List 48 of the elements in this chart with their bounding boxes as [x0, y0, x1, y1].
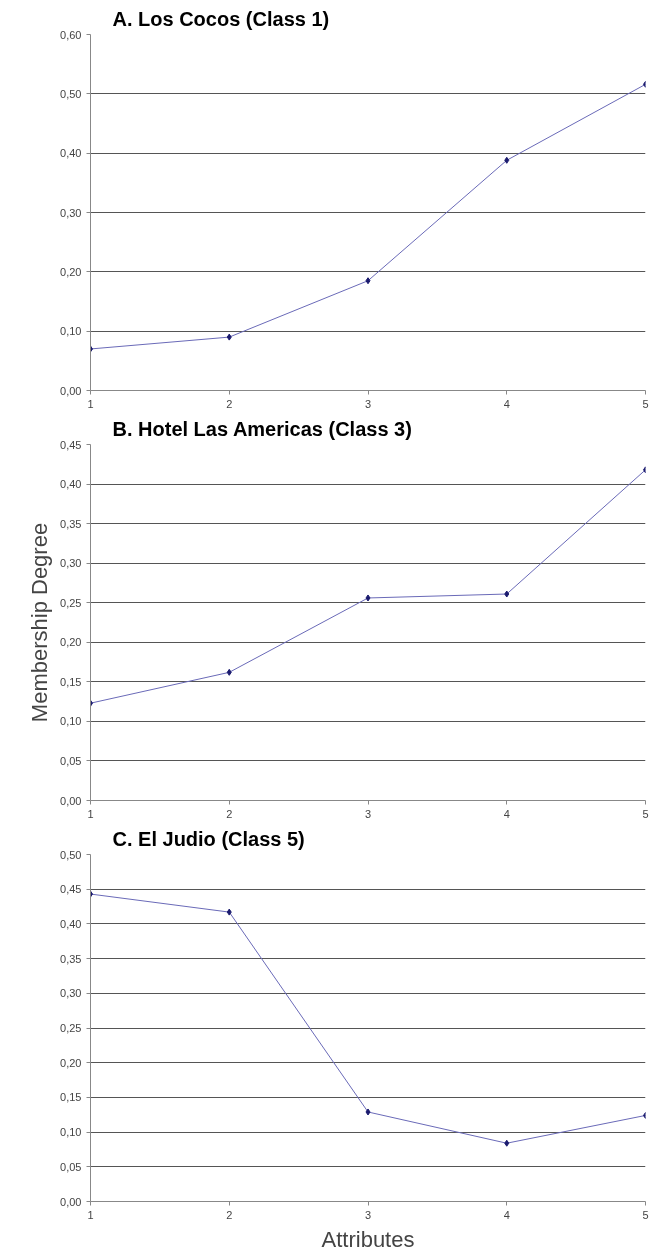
- y-tick-label: 0,25: [60, 1022, 82, 1034]
- y-tick-label: 0,20: [60, 636, 82, 649]
- x-tick-label: 1: [87, 807, 94, 820]
- y-tick-label: 0,60: [60, 28, 82, 41]
- y-tick-label: 0,05: [60, 754, 82, 767]
- y-tick-label: 0,10: [60, 325, 82, 338]
- y-tick-label: 0,00: [60, 1195, 82, 1208]
- y-axis-title: Membership Degree: [27, 522, 53, 723]
- y-tick-label: 0,00: [60, 794, 82, 807]
- y-tick-label: 0,40: [60, 478, 82, 491]
- y-tick-label: 0,15: [60, 1091, 82, 1104]
- x-tick-label: 4: [503, 397, 510, 410]
- y-tick-label: 0,35: [60, 952, 82, 965]
- y-tick-label: 0,40: [60, 147, 82, 160]
- x-tick-label: 5: [642, 397, 649, 410]
- x-tick-label: 1: [87, 1208, 94, 1221]
- chart-title: C. El Judio (Class 5): [112, 827, 305, 850]
- y-tick-label: 0,30: [60, 987, 82, 1000]
- y-tick-label: 0,45: [60, 438, 82, 451]
- y-tick-label: 0,25: [60, 596, 82, 609]
- y-tick-label: 0,50: [60, 848, 82, 861]
- y-tick-label: 0,10: [60, 1126, 82, 1139]
- y-tick-label: 0,30: [60, 557, 82, 570]
- y-tick-label: 0,15: [60, 675, 82, 688]
- y-tick-label: 0,50: [60, 87, 82, 100]
- x-tick-label: 2: [226, 397, 233, 410]
- y-tick-label: 0,40: [60, 917, 82, 930]
- x-tick-label: 3: [364, 807, 372, 820]
- x-tick-label: 5: [642, 807, 649, 820]
- x-axis-title: Attributes: [321, 1226, 415, 1252]
- x-tick-label: 2: [226, 807, 233, 820]
- y-tick-label: 0,00: [60, 384, 82, 397]
- x-tick-label: 3: [364, 1208, 372, 1221]
- x-tick-label: 4: [503, 1208, 510, 1221]
- y-tick-label: 0,20: [60, 265, 82, 278]
- x-tick-label: 3: [364, 397, 372, 410]
- y-tick-label: 0,45: [60, 883, 82, 896]
- chart-title: A. Los Cocos (Class 1): [112, 7, 330, 30]
- y-tick-label: 0,30: [60, 206, 82, 219]
- x-tick-label: 4: [503, 807, 510, 820]
- y-tick-label: 0,35: [60, 517, 82, 530]
- y-tick-label: 0,05: [60, 1160, 82, 1173]
- x-tick-label: 5: [642, 1208, 649, 1221]
- x-tick-label: 1: [87, 397, 94, 410]
- y-tick-label: 0,10: [60, 715, 82, 728]
- chart-title: B. Hotel Las Americas (Class 3): [112, 417, 412, 440]
- x-tick-label: 2: [226, 1208, 233, 1221]
- y-tick-label: 0,20: [60, 1056, 82, 1069]
